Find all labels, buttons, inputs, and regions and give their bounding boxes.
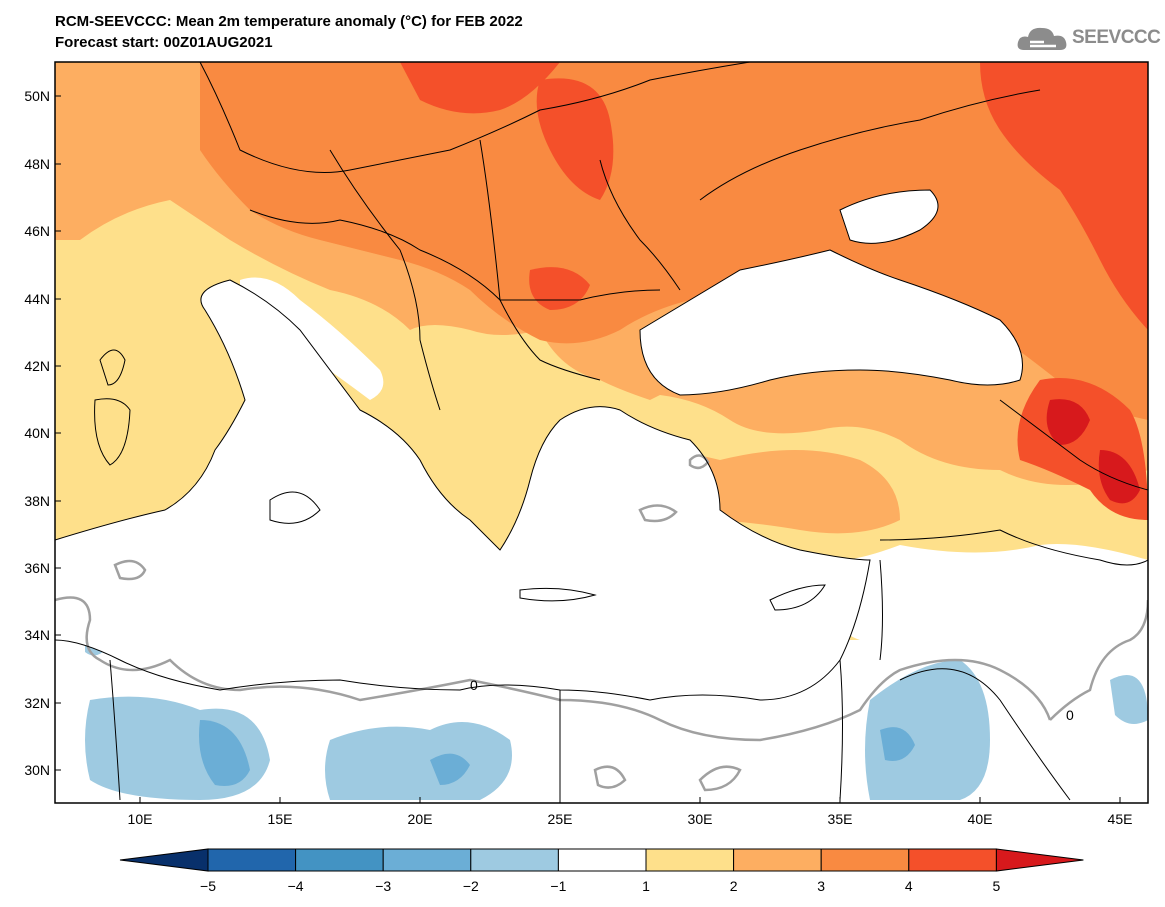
anomaly-field — [55, 62, 1148, 803]
black-sea — [640, 250, 1023, 395]
lat-label: 42N — [24, 358, 50, 374]
colorbar-label: 3 — [817, 878, 825, 894]
lat-label: 44N — [24, 291, 50, 307]
lat-label: 46N — [24, 223, 50, 239]
lon-label: 30E — [688, 811, 713, 827]
longitude-labels: 10E 15E 20E 25E 30E 35E 40E 45E — [128, 811, 1133, 827]
colorbar-label: −5 — [200, 878, 216, 894]
latitude-labels: 50N 48N 46N 44N 42N 40N 38N 36N 34N 32N … — [24, 88, 50, 778]
colorbar-bin — [557, 848, 647, 872]
forecast-start-label: Forecast start: 00Z01AUG2021 — [55, 34, 273, 51]
lat-label: 36N — [24, 560, 50, 576]
mediterranean-sea — [55, 280, 870, 700]
lon-label: 20E — [408, 811, 433, 827]
colorbar-bin — [733, 848, 822, 872]
colorbar-bin — [207, 848, 297, 872]
colorbar-label: 1 — [642, 878, 650, 894]
axis-ticks — [55, 95, 1121, 803]
lat-label: 38N — [24, 493, 50, 509]
lon-label: 45E — [1108, 811, 1133, 827]
colorbar-label: −4 — [288, 878, 304, 894]
seevccc-logo: SEEVCCC — [1016, 22, 1161, 56]
zero-contour-label: 0 — [1066, 707, 1074, 723]
lat-label: 48N — [24, 156, 50, 172]
lat-label: 32N — [24, 695, 50, 711]
colorbar-bin — [382, 848, 472, 872]
colorbar-bin — [295, 848, 384, 872]
colorbar-label: −1 — [550, 878, 566, 894]
lon-label: 10E — [128, 811, 153, 827]
colorbar-label: 2 — [730, 878, 738, 894]
colorbar-bin — [470, 848, 559, 872]
colorbar-label: −2 — [463, 878, 479, 894]
azov-sea — [840, 190, 938, 244]
colorbar: −5 −4 −3 −2 −1 1 2 3 4 5 — [119, 848, 1084, 894]
colorbar-max-arrow — [995, 848, 1084, 872]
cloud-icon — [1017, 27, 1067, 50]
zero-contour-label: 0 — [470, 677, 478, 693]
lon-label: 15E — [268, 811, 293, 827]
map-title: RCM-SEEVCCC: Mean 2m temperature anomaly… — [55, 13, 523, 30]
colorbar-label: −3 — [375, 878, 391, 894]
logo-text: SEEVCCC — [1072, 27, 1161, 48]
colorbar-bin — [908, 848, 997, 872]
colorbar-bin — [820, 848, 910, 872]
colorbar-label: 5 — [993, 878, 1001, 894]
lat-label: 50N — [24, 88, 50, 104]
lon-label: 40E — [968, 811, 993, 827]
colorbar-min-arrow — [119, 848, 209, 872]
colorbar-label: 4 — [905, 878, 913, 894]
colorbar-bin — [645, 848, 735, 872]
lat-label: 40N — [24, 425, 50, 441]
lon-label: 35E — [828, 811, 853, 827]
zero-contours — [55, 454, 1148, 792]
lat-label: 30N — [24, 762, 50, 778]
lon-label: 25E — [548, 811, 573, 827]
coastlines-and-borders — [55, 62, 1148, 801]
lat-label: 34N — [24, 627, 50, 643]
